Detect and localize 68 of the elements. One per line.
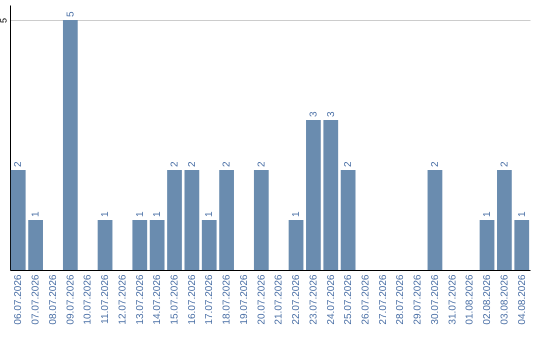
x-tick-label: 12.07.2026: [117, 274, 128, 325]
x-tick-label: 10.07.2026: [82, 274, 94, 325]
bar: [480, 220, 494, 270]
bar: [514, 220, 530, 270]
x-tick-label: 31.07.2026: [447, 274, 458, 325]
x-tick-label: 18.07.2026: [222, 274, 233, 325]
data-label: 2: [222, 161, 233, 167]
x-tick-label: 27.07.2026: [378, 274, 389, 325]
bar: [497, 170, 512, 270]
bar: [28, 220, 43, 270]
data-label: 2: [343, 161, 354, 167]
x-tick-label: 14.07.2026: [152, 274, 164, 325]
bar: [306, 120, 321, 270]
data-label: 1: [30, 211, 42, 217]
data-label: 2: [499, 161, 510, 167]
bar: [167, 170, 182, 270]
bar: [323, 120, 338, 270]
x-tick-label: 01.08.2026: [464, 274, 476, 325]
data-label: 1: [291, 211, 302, 217]
bar: [132, 220, 148, 270]
data-label: 5: [65, 11, 76, 17]
bar: [219, 170, 234, 270]
x-tick-label: 24.07.2026: [326, 274, 337, 325]
data-label: 1: [152, 211, 164, 217]
x-tick-label: 06.07.2026: [13, 274, 24, 325]
data-label: 1: [134, 211, 146, 217]
bar: [428, 170, 442, 270]
data-label: 3: [326, 111, 337, 117]
bar: [150, 220, 165, 270]
data-label: 1: [100, 211, 112, 217]
bar: [288, 220, 304, 270]
data-label: 2: [170, 161, 181, 167]
x-tick-label: 22.07.2026: [291, 274, 302, 325]
bar: [98, 220, 112, 270]
x-tick-label: 04.08.2026: [516, 274, 528, 325]
x-tick-label: 07.07.2026: [30, 274, 42, 325]
data-label: 1: [204, 211, 216, 217]
x-tick-label: 13.07.2026: [134, 274, 146, 325]
x-tick-label: 15.07.2026: [170, 274, 181, 325]
x-tick-label: 02.08.2026: [482, 274, 494, 325]
x-tick-label: 08.07.2026: [48, 274, 59, 325]
bar: [202, 220, 217, 270]
data-label: 3: [308, 111, 320, 117]
bar: [62, 20, 78, 270]
data-label: 2: [186, 161, 198, 167]
x-tick-label: 03.08.2026: [499, 274, 510, 325]
x-tick-label: 11.07.2026: [100, 274, 112, 324]
data-label: 2: [256, 161, 268, 167]
x-tick-label: 19.07.2026: [238, 274, 250, 325]
bar: [10, 170, 26, 270]
bar: [254, 170, 269, 270]
x-tick-label: 23.07.2026: [308, 274, 320, 325]
x-tick-label: 29.07.2026: [412, 274, 424, 325]
data-label: 1: [516, 211, 528, 217]
x-tick-label: 21.07.2026: [274, 274, 285, 325]
x-tick-label: 30.07.2026: [430, 274, 441, 325]
data-label: 1: [482, 211, 494, 217]
x-tick-label: 28.07.2026: [395, 274, 406, 325]
x-tick-label: 16.07.2026: [186, 274, 198, 325]
x-tick-label: 20.07.2026: [256, 274, 268, 325]
bar: [184, 170, 200, 270]
data-label: 2: [430, 161, 441, 167]
x-tick-label: 17.07.2026: [204, 274, 216, 325]
x-tick-label: 25.07.2026: [343, 274, 354, 325]
data-label: 2: [13, 161, 24, 167]
x-tick-label: 26.07.2026: [360, 274, 372, 325]
bar: [340, 170, 356, 270]
x-tick-label: 09.07.2026: [65, 274, 76, 325]
